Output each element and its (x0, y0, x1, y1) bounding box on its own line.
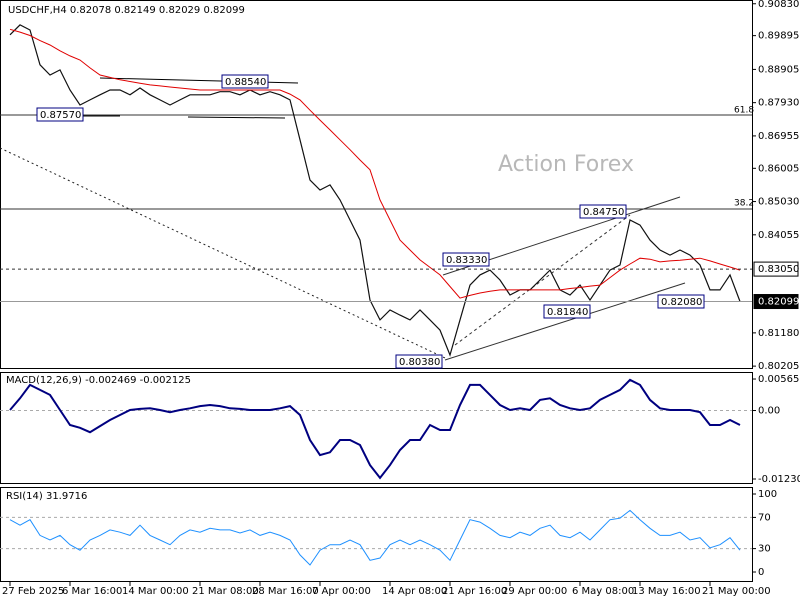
price-panel (0, 0, 753, 369)
x-tick-label: 27 Feb 2025 (2, 586, 64, 597)
x-tick-label: 14 Mar 00:00 (122, 586, 189, 597)
y-tick-label: 0.85030 (758, 197, 799, 208)
y-tick-label: 0 (758, 567, 764, 578)
y-tick-label: 0.89895 (758, 31, 799, 42)
x-tick-label: 28 Mar 16:00 (252, 586, 319, 597)
annotation: 0.81840 (547, 307, 588, 318)
series-line (9, 24, 741, 357)
annotation: 0.83330 (446, 255, 487, 266)
annotation-box (36, 107, 84, 122)
price-marker (753, 261, 799, 277)
range-line (187, 116, 286, 119)
x-tick-label: 21 May 00:00 (702, 586, 771, 597)
y-tick-label: 70 (758, 512, 771, 523)
annotation-box (395, 354, 443, 369)
annotation: 0.80380 (399, 357, 440, 368)
annotation: 0.88540 (225, 77, 266, 88)
y-tick-label: 0.84055 (758, 230, 799, 241)
series-line (9, 378, 741, 480)
x-tick-label: 29 Apr 00:00 (502, 586, 567, 597)
y-tick-label: 0.86005 (758, 163, 799, 174)
series-line (9, 28, 741, 299)
x-tick-label: 7 Apr 00:00 (312, 586, 371, 597)
rsi-panel (0, 487, 753, 582)
y-tick-label: 30 (758, 544, 771, 555)
y-tick-label: 0.87930 (758, 98, 799, 109)
y-tick-label: 0.80205 (758, 361, 799, 372)
x-tick-label: 6 May 08:00 (572, 586, 634, 597)
macd-panel (0, 372, 753, 484)
price-marker-label: 0.82099 (758, 297, 799, 308)
price-marker (753, 294, 799, 310)
annotation: 0.82080 (661, 297, 702, 308)
x-tick-label: 21 Mar 08:00 (192, 586, 259, 597)
x-tick-label: 14 Apr 08:00 (382, 586, 447, 597)
annotation-box (579, 204, 627, 219)
annotation: 61.8 (734, 106, 754, 116)
annotation: 0.87570 (40, 110, 81, 121)
y-tick-label: 0.005659 (758, 374, 800, 385)
annotation-box (442, 252, 490, 267)
price-marker-label: 0.83050 (758, 264, 799, 275)
chart-title: USDCHF,H4 0.82078 0.82149 0.82029 0.8209… (8, 5, 245, 16)
series-line (9, 509, 741, 566)
x-tick-label: 13 May 16:00 (632, 586, 701, 597)
annotation-box (657, 294, 705, 309)
annotation: 38.2 (734, 199, 754, 209)
channel-mid (454, 214, 631, 346)
y-tick-label: 0.81180 (758, 328, 799, 339)
trend-line (0, 147, 446, 359)
y-tick-label: 0.86955 (758, 131, 799, 142)
y-tick-label: 100 (758, 489, 777, 500)
annotation: 0.84750 (583, 207, 624, 218)
y-tick-label: 0.88905 (758, 64, 799, 75)
y-tick-label: 0.90830 (758, 0, 799, 10)
rsi-title: RSI(14) 31.9716 (6, 491, 87, 502)
channel-line (444, 282, 686, 361)
watermark: Action Forex (498, 152, 634, 177)
x-tick-label: 21 Apr 16:00 (442, 586, 507, 597)
annotation-box (221, 74, 269, 89)
annotation-box (543, 304, 591, 319)
macd-title: MACD(12,26,9) -0.002469 -0.002125 (6, 375, 191, 386)
y-tick-label: 0.00 (758, 406, 780, 417)
x-tick-label: 6 Mar 16:00 (62, 586, 122, 597)
